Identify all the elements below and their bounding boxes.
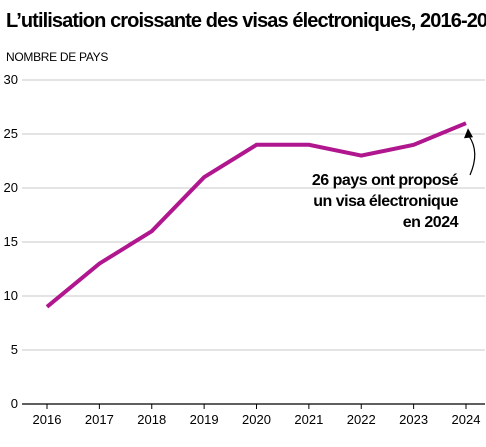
annotation-line-3: en 2024 [402, 214, 459, 231]
y-tick-label: 10 [4, 288, 18, 303]
y-tick-label: 30 [4, 72, 18, 87]
y-axis-title: NOMBRE DE PAYS [6, 50, 109, 64]
series-line [45, 121, 467, 309]
y-tick-label: 25 [4, 126, 18, 141]
y-tick-label: 15 [4, 234, 18, 249]
x-tick-label: 2024 [452, 412, 481, 427]
x-tick-label: 2020 [242, 412, 271, 427]
x-tick-label: 2021 [294, 412, 323, 427]
y-tick-labels: 0 5 10 15 20 25 30 [4, 72, 18, 411]
x-tick-label: 2022 [347, 412, 376, 427]
y-tick-label: 0 [11, 396, 18, 411]
x-tick-label: 2017 [85, 412, 114, 427]
annotation-text: 26 pays ont proposé un visa électronique… [311, 170, 459, 233]
annotation-line-2: un visa électronique [313, 193, 458, 210]
annotation-arrow-line [468, 135, 476, 176]
x-tick-label: 2016 [33, 412, 62, 427]
annotation-line-1: 26 pays ont proposé [311, 172, 459, 189]
x-tick-labels: 2016 2017 2018 2019 2020 2021 2022 2023 2024 [33, 404, 481, 427]
chart-title: L’utilisation croissante des visas élect… [6, 10, 486, 32]
grid-lines [22, 79, 485, 405]
y-tick-label: 5 [11, 342, 18, 357]
annotation-arrow [464, 128, 476, 176]
y-tick-label: 20 [4, 180, 18, 195]
annotation-arrow-head [464, 128, 473, 139]
x-tick-label: 2018 [137, 412, 166, 427]
x-tick-label: 2019 [190, 412, 219, 427]
x-tick-label: 2023 [399, 412, 428, 427]
